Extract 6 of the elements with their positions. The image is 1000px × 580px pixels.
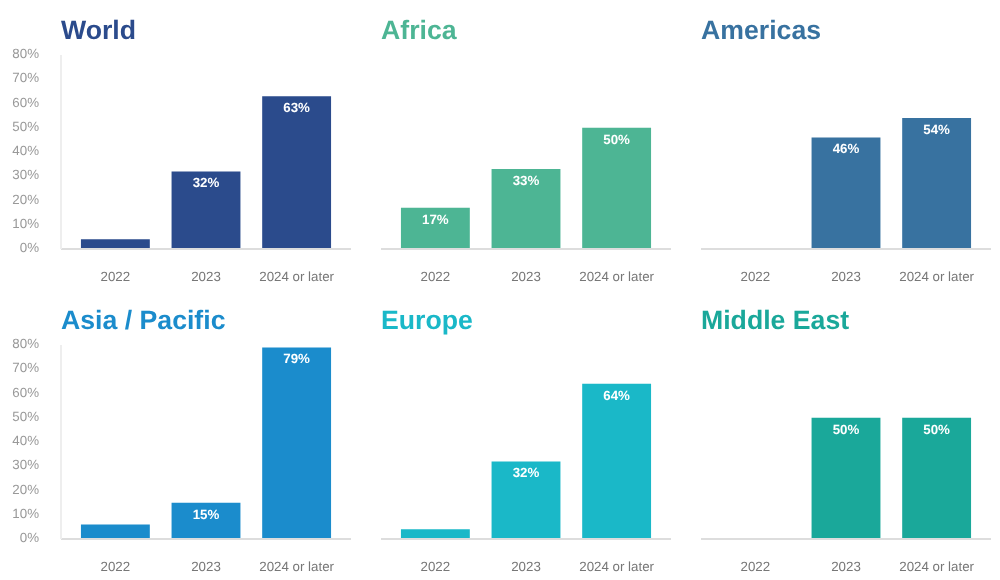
chart-title: Middle East [701, 305, 851, 335]
chart-title: Africa [381, 15, 458, 45]
chart-title: Americas [701, 15, 822, 45]
chart-title: World [61, 15, 137, 45]
chart-title: Europe [381, 305, 473, 335]
chart-title: Asia / Pacific [61, 305, 227, 335]
